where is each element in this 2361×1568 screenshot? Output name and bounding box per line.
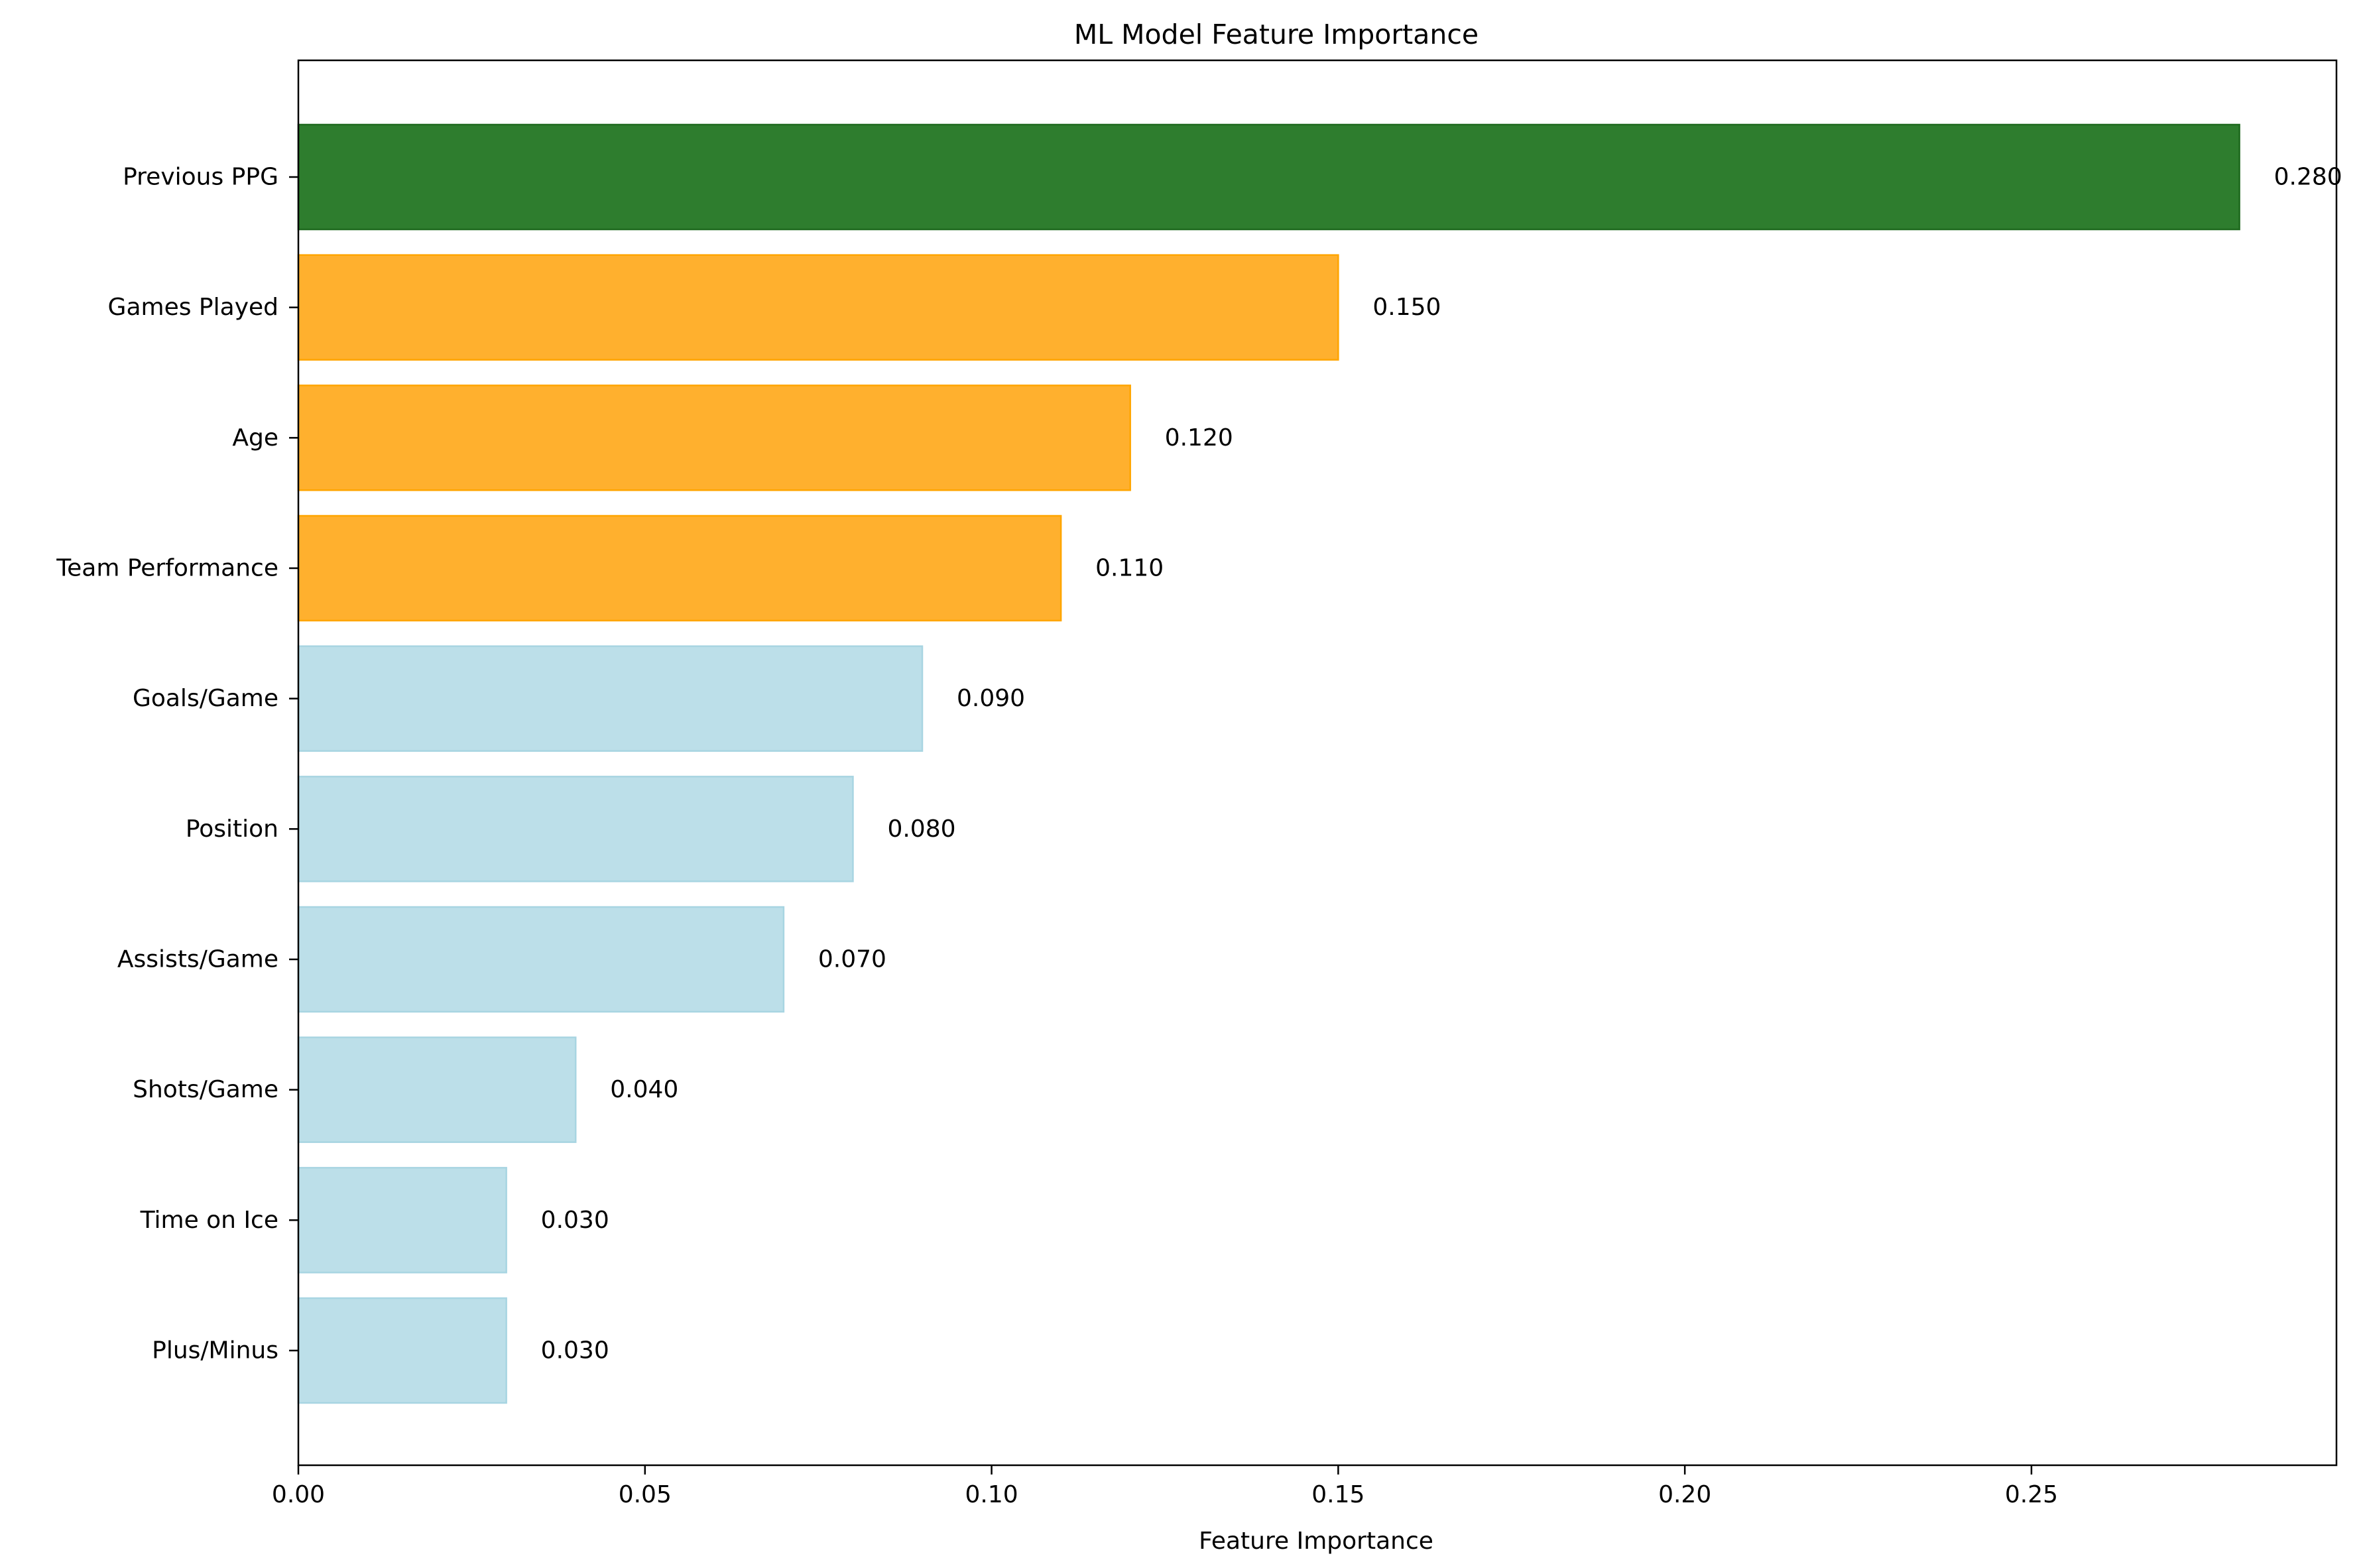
y-tick-label: Plus/Minus: [152, 1337, 278, 1364]
bar: [297, 254, 1339, 361]
x-axis-label: Feature Importance: [1199, 1528, 1433, 1555]
x-tick-label: 0.00: [272, 1481, 325, 1508]
bar-value-label: 0.080: [887, 815, 955, 843]
x-ticks: 0.00 0.05 0.10 0.15 0.20 0.25: [272, 1465, 2058, 1508]
bar: [297, 1036, 577, 1143]
bar: [297, 385, 1131, 491]
bar: [297, 645, 924, 752]
bar-value-label: 0.120: [1165, 424, 1233, 452]
x-tick-label: 0.20: [1658, 1481, 1711, 1508]
x-tick-label: 0.15: [1311, 1481, 1364, 1508]
y-tick-label: Position: [186, 815, 278, 843]
x-tick-label: 0.10: [965, 1481, 1018, 1508]
plot-area-frame: [297, 59, 2338, 1467]
bar-value-label: 0.090: [957, 685, 1025, 712]
bar-value-label: 0.070: [818, 946, 886, 973]
x-tick-label: 0.25: [2005, 1481, 2058, 1508]
bars-layer: 0.280 0.150 0.120 0.110 0.090 0.080 0.070 0.040…: [297, 123, 2342, 1404]
bar: [297, 776, 854, 882]
y-tick-label: Age: [232, 424, 278, 452]
bar-value-label: 0.280: [2274, 164, 2342, 191]
x-tick-label: 0.05: [619, 1481, 672, 1508]
y-tick-label: Shots/Game: [133, 1076, 278, 1103]
bar-value-label: 0.030: [541, 1337, 609, 1364]
y-tick-labels: Previous PPG Games Played Age Team Performa…: [56, 164, 298, 1364]
y-tick-label: Previous PPG: [123, 164, 278, 191]
chart-title: ML Model Feature Importance: [1074, 19, 1479, 50]
bar-value-label: 0.110: [1095, 555, 1164, 582]
y-tick-label: Goals/Game: [133, 685, 278, 712]
bar-value-label: 0.030: [541, 1207, 609, 1234]
bar-value-label: 0.040: [610, 1076, 678, 1103]
y-tick-label: Games Played: [108, 294, 278, 321]
y-tick-label: Team Performance: [56, 555, 278, 582]
bar: [297, 1167, 507, 1274]
bar-value-label: 0.150: [1372, 294, 1441, 321]
y-tick-label: Time on Ice: [140, 1207, 278, 1234]
bar: [297, 906, 785, 1013]
y-tick-label: Assists/Game: [117, 946, 278, 973]
bar: [297, 514, 1062, 622]
bar: [297, 1297, 507, 1404]
bar: [297, 123, 2240, 231]
